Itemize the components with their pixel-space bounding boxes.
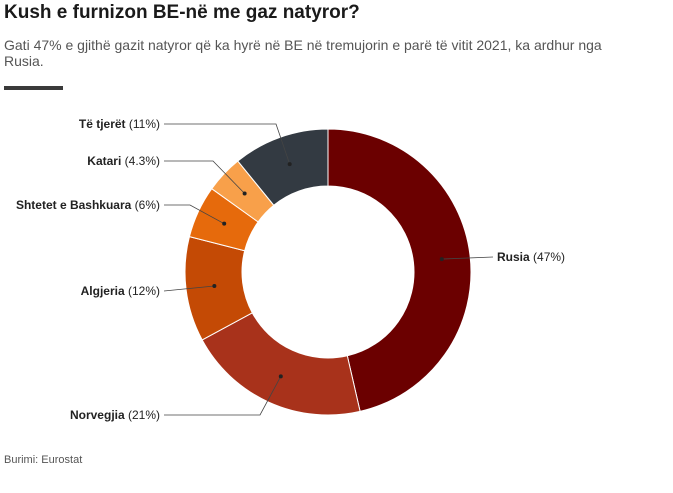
leader-rusia <box>441 256 494 260</box>
label-t-tjer-t: Të tjerët (11%) <box>79 117 160 131</box>
chart-subtitle: Gati 47% e gjithë gazit natyror që ka hy… <box>4 37 602 69</box>
leader-lines <box>163 123 494 416</box>
leader-dot-rusia <box>439 257 444 262</box>
leader-dot-algjeria <box>212 283 217 288</box>
label-rusia: Rusia (47%) <box>497 250 565 264</box>
leader-algjeria <box>163 285 215 292</box>
leader-shtetet-e-bashkuara <box>164 204 225 225</box>
leader-katari <box>164 160 245 194</box>
label-algjeria: Algjeria (12%) <box>81 284 160 298</box>
label-katari: Katari (4.3%) <box>87 154 160 168</box>
donut-slices <box>184 128 472 416</box>
label-shtetet-e-bashkuara: Shtetet e Bashkuara (6%) <box>16 198 160 212</box>
slice-t-tjer-t <box>237 128 329 206</box>
slice-norvegjia <box>201 312 361 416</box>
source-note: Burimi: Eurostat <box>4 454 83 466</box>
leader-t-tjer-t <box>164 123 291 165</box>
leader-dot-shtetet-e-bashkuara <box>222 221 227 226</box>
leader-dot-katari <box>242 191 247 196</box>
title-rule <box>4 86 63 90</box>
slice-rusia <box>327 128 472 412</box>
leader-dot-t-tjer-t <box>287 162 292 167</box>
label-norvegjia: Norvegjia (21%) <box>70 408 160 422</box>
chart-title: Kush e furnizon BE-në me gaz natyror? <box>4 2 360 23</box>
leader-dot-norvegjia <box>278 374 283 379</box>
slice-labels: Rusia (47%) Norvegjia (21%) Algjeria (12%)… <box>16 117 565 422</box>
leader-norvegjia <box>164 376 282 416</box>
